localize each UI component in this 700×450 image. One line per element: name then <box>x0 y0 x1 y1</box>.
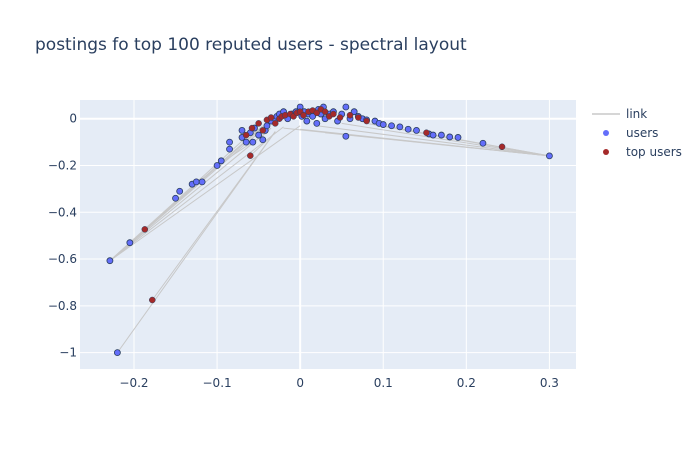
user-point <box>546 152 553 160</box>
y-tick-label: −0.4 <box>48 205 77 219</box>
legend-label: users <box>626 126 658 140</box>
legend-item-top-users[interactable]: top users <box>603 145 682 159</box>
user-point <box>396 123 404 131</box>
top-user-point <box>247 152 254 159</box>
user-point <box>404 125 412 133</box>
legend-item-users[interactable]: users <box>603 126 658 140</box>
plot-area[interactable] <box>80 100 576 369</box>
user-point <box>446 133 454 141</box>
user-point <box>259 136 267 144</box>
top-user-point <box>242 131 250 139</box>
user-point <box>388 122 395 130</box>
user-point <box>413 127 420 134</box>
top-user-point <box>313 109 321 117</box>
legend-label: link <box>626 107 647 121</box>
link-line <box>341 122 550 157</box>
user-point <box>429 131 437 139</box>
user-point <box>255 131 263 139</box>
user-point <box>198 178 206 186</box>
user-point <box>213 162 221 169</box>
user-point <box>126 239 134 247</box>
x-tick-label: 0.1 <box>374 376 393 390</box>
top-user-point <box>141 226 149 233</box>
user-point <box>342 132 350 140</box>
user-point <box>313 119 321 127</box>
legend-item-link[interactable]: link <box>592 107 647 121</box>
y-tick-label: 0 <box>69 112 77 126</box>
y-axis-ticks: 0 −0.2 −0.4 −0.6 −0.8 −1 <box>48 112 77 360</box>
user-point <box>217 157 225 165</box>
y-tick-label: −0.8 <box>48 299 77 313</box>
y-tick-label: −1 <box>59 346 77 360</box>
user-point <box>106 257 114 265</box>
legend-label: top users <box>626 145 682 159</box>
user-point <box>172 194 179 202</box>
chart-title: postings fo top 100 reputed users - spec… <box>35 35 467 55</box>
user-point <box>454 134 462 141</box>
user-point <box>192 178 200 186</box>
x-tick-label: 0 <box>296 376 304 390</box>
user-point <box>176 187 184 195</box>
link-line <box>109 123 268 262</box>
top-user-point <box>355 114 362 121</box>
y-tick-label: −0.6 <box>48 252 77 266</box>
top-user-point <box>363 117 370 125</box>
user-point <box>342 103 350 111</box>
top-user-point <box>346 111 354 119</box>
x-tick-label: 0.2 <box>457 376 476 390</box>
y-tick-label: −0.2 <box>48 158 77 172</box>
top-user-point <box>300 111 307 119</box>
top-user-point <box>271 120 279 127</box>
top-user-point <box>259 127 267 134</box>
user-point <box>303 117 311 125</box>
link-line <box>151 131 276 301</box>
link-line <box>109 126 284 262</box>
top-user-point <box>423 129 430 136</box>
legend[interactable]: link users top users <box>592 107 682 159</box>
top-users-series <box>141 106 506 304</box>
user-point <box>226 138 233 146</box>
top-user-point <box>336 114 344 121</box>
x-tick-label: −0.1 <box>203 376 232 390</box>
link-line <box>249 132 276 157</box>
x-tick-label: 0.3 <box>540 376 559 390</box>
top-user-point <box>248 124 256 132</box>
user-point <box>379 121 387 128</box>
top-user-point <box>255 120 262 127</box>
user-point <box>113 349 121 357</box>
top-user-point <box>498 143 506 151</box>
user-point <box>249 138 257 146</box>
user-point <box>242 138 250 146</box>
user-point <box>479 139 487 147</box>
link-line <box>283 127 550 157</box>
link-line <box>316 125 550 157</box>
link-line <box>109 127 272 262</box>
user-point <box>350 108 358 116</box>
link-line <box>109 125 301 262</box>
user-point <box>238 127 246 134</box>
user-point <box>226 145 233 153</box>
top-user-point <box>267 114 275 121</box>
top-user-point <box>321 108 329 115</box>
legend-swatch-marker <box>603 130 609 136</box>
top-user-point <box>330 110 337 118</box>
user-point <box>438 131 445 139</box>
legend-swatch-marker <box>603 149 609 155</box>
x-axis-ticks: −0.2 −0.1 0 0.1 0.2 0.3 <box>119 376 559 390</box>
x-tick-label: −0.2 <box>119 376 148 390</box>
top-user-point <box>149 296 156 304</box>
